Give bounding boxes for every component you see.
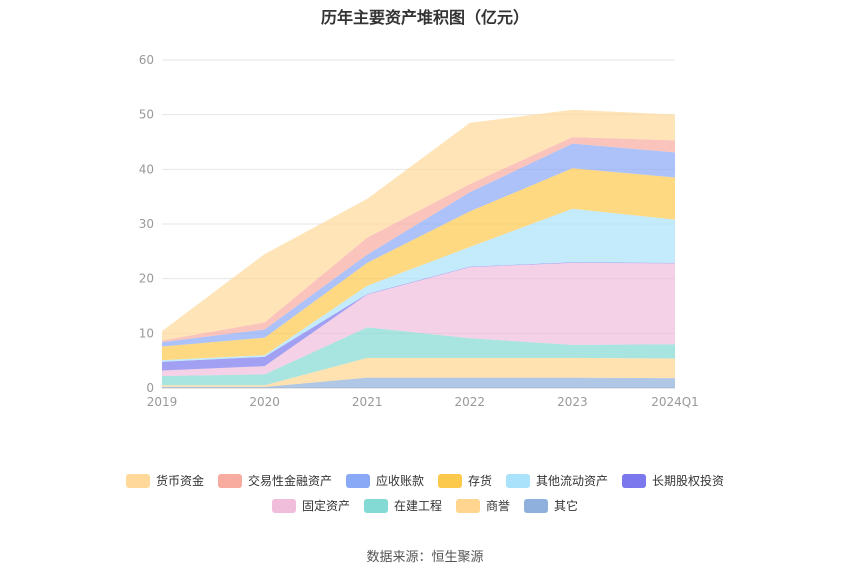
legend-label: 存货: [468, 474, 493, 488]
legend-swatch: [271, 498, 296, 513]
y-tick-label: 40: [139, 162, 154, 176]
area-series: [162, 262, 675, 371]
x-tick-label: 2023: [557, 395, 588, 409]
legend-swatch: [363, 498, 388, 513]
legend-label: 在建工程: [393, 499, 442, 513]
area-series: [162, 357, 675, 387]
y-tick-label: 20: [139, 272, 154, 286]
y-tick-label: 30: [139, 217, 154, 231]
legend-label: 应收账款: [375, 474, 424, 488]
area-series: [162, 377, 675, 388]
legend-swatch: [622, 473, 647, 488]
legend-item[interactable]: 商誉: [456, 497, 510, 514]
legend-item[interactable]: 存货: [438, 472, 492, 489]
legend-swatch: [438, 473, 462, 488]
legend-item[interactable]: 其它: [524, 497, 578, 514]
legend-label: 货币资金: [155, 474, 204, 488]
chart-legend: 货币资金 交易性金融资产 应收账款 存货 其他流动资产 长期股权投资固定资产 在建工程 商誉 其…: [0, 472, 850, 522]
y-tick-label: 60: [139, 53, 154, 67]
legend-swatch: [345, 473, 370, 488]
legend-label: 其他流动资产: [536, 474, 609, 488]
chart-title: 历年主要资产堆积图（亿元）: [320, 8, 529, 27]
x-tick-label: 2024Q1: [651, 395, 699, 409]
legend-item[interactable]: 固定资产: [271, 497, 350, 514]
legend-item[interactable]: 其他流动资产: [506, 472, 608, 489]
area-series: [162, 143, 675, 347]
x-tick-label: 2020: [249, 395, 280, 409]
area-series: [162, 168, 675, 361]
legend-swatch: [456, 498, 480, 513]
legend-swatch: [524, 498, 549, 513]
legend-item[interactable]: 货币资金: [125, 472, 204, 489]
legend-label: 交易性金融资产: [247, 474, 332, 488]
legend-item[interactable]: 在建工程: [363, 497, 442, 514]
legend-swatch: [506, 473, 531, 488]
stacked-area-chart: 0 10 20 30 40 50 60 2019 2020 2021 2022 2023 2024Q1: [139, 53, 699, 409]
x-tick-label: 2021: [352, 395, 383, 409]
legend-row: 货币资金 交易性金融资产 应收账款 存货 其他流动资产 长期股权投资: [0, 472, 850, 489]
y-tick-label: 50: [139, 108, 154, 122]
area-series: [162, 327, 675, 386]
legend-label: 固定资产: [301, 499, 350, 513]
area-series: [162, 109, 675, 341]
legend-item[interactable]: 长期股权投资: [622, 472, 724, 489]
legend-label: 长期股权投资: [652, 474, 725, 488]
area-series: [162, 262, 675, 376]
legend-item[interactable]: 应收账款: [345, 472, 424, 489]
legend-swatch: [217, 473, 242, 488]
x-tick-label: 2022: [455, 395, 486, 409]
legend-row: 固定资产 在建工程 商誉 其它: [0, 497, 850, 514]
area-series: [162, 208, 675, 362]
y-tick-label: 10: [139, 326, 154, 340]
legend-swatch: [125, 473, 150, 488]
x-tick-label: 2019: [147, 395, 178, 409]
legend-item[interactable]: 交易性金融资产: [217, 472, 332, 489]
legend-label: 其它: [554, 499, 579, 513]
y-tick-label: 0: [146, 381, 154, 395]
data-source: 数据来源：恒生聚源: [366, 550, 484, 565]
legend-label: 商誉: [486, 499, 511, 513]
